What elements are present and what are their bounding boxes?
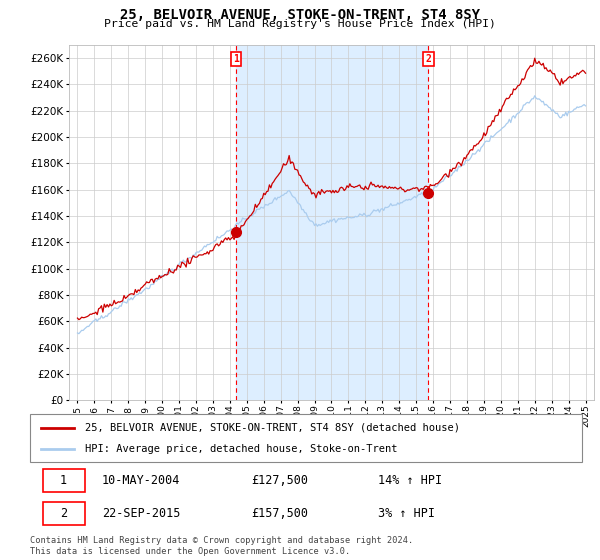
FancyBboxPatch shape — [43, 502, 85, 525]
Bar — [236, 45, 428, 400]
Text: 10-MAY-2004: 10-MAY-2004 — [102, 474, 180, 487]
Text: Contains HM Land Registry data © Crown copyright and database right 2024.
This d: Contains HM Land Registry data © Crown c… — [30, 536, 413, 556]
Text: 25, BELVOIR AVENUE, STOKE-ON-TRENT, ST4 8SY: 25, BELVOIR AVENUE, STOKE-ON-TRENT, ST4 … — [120, 8, 480, 22]
Text: 2: 2 — [60, 507, 67, 520]
Text: HPI: Average price, detached house, Stoke-on-Trent: HPI: Average price, detached house, Stok… — [85, 444, 398, 454]
FancyBboxPatch shape — [43, 469, 85, 492]
Text: 3% ↑ HPI: 3% ↑ HPI — [378, 507, 435, 520]
Text: Price paid vs. HM Land Registry's House Price Index (HPI): Price paid vs. HM Land Registry's House … — [104, 19, 496, 29]
Text: £157,500: £157,500 — [251, 507, 308, 520]
Text: 14% ↑ HPI: 14% ↑ HPI — [378, 474, 442, 487]
Text: 1: 1 — [60, 474, 67, 487]
Text: 2: 2 — [425, 54, 431, 64]
Text: £127,500: £127,500 — [251, 474, 308, 487]
Text: 22-SEP-2015: 22-SEP-2015 — [102, 507, 180, 520]
Text: 25, BELVOIR AVENUE, STOKE-ON-TRENT, ST4 8SY (detached house): 25, BELVOIR AVENUE, STOKE-ON-TRENT, ST4 … — [85, 423, 460, 433]
FancyBboxPatch shape — [30, 414, 582, 462]
Text: 1: 1 — [233, 54, 239, 64]
